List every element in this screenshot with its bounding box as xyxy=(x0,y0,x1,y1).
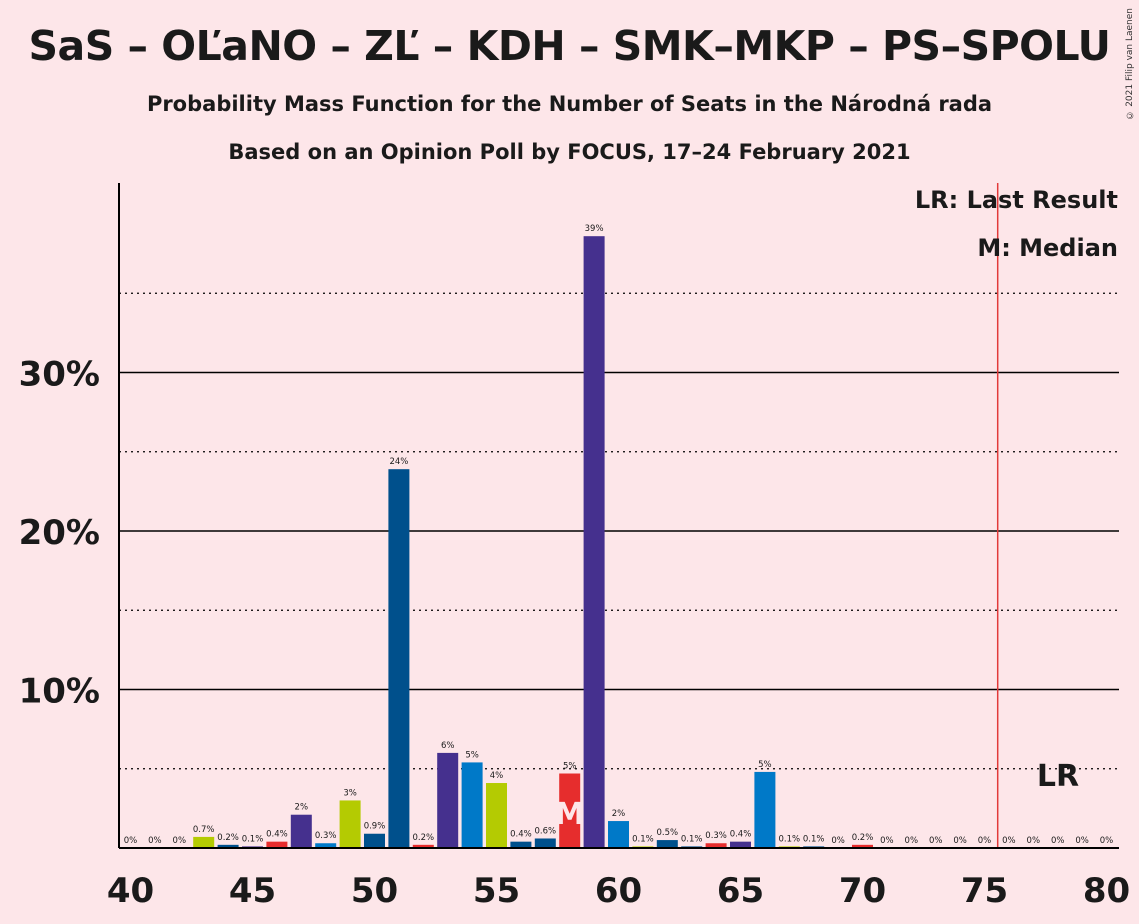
bar xyxy=(339,800,361,848)
bar-value-label: 0.4% xyxy=(266,830,288,840)
chart-title: SaS – OĽaNO – ZĽ – KDH – SMK–MKP – PS–SP… xyxy=(28,22,1111,70)
bar xyxy=(510,841,532,848)
bar-value-label: 0% xyxy=(831,836,845,846)
bar-value-label: 0.9% xyxy=(364,822,386,832)
bar-value-label: 2% xyxy=(612,809,626,819)
bar-value-label: 2% xyxy=(295,803,309,813)
bar-value-label: 0% xyxy=(1002,836,1016,846)
bar-value-label: 0.1% xyxy=(681,834,703,844)
bar xyxy=(583,236,605,848)
bar xyxy=(437,752,459,848)
bar-value-label: 0% xyxy=(1051,836,1065,846)
bar-value-label: 0.4% xyxy=(510,830,532,840)
bar-value-label: 24% xyxy=(389,457,408,467)
bar-value-label: 0.4% xyxy=(730,830,752,840)
bar-value-label: 0% xyxy=(880,836,894,846)
x-tick-label: 65 xyxy=(717,871,764,911)
bar-value-label: 0.5% xyxy=(656,828,678,838)
bar-value-label: 0% xyxy=(1100,836,1114,846)
bar xyxy=(266,841,288,848)
y-tick-label: 20% xyxy=(19,513,100,553)
bar xyxy=(290,814,312,848)
bar-value-label: 0.3% xyxy=(705,831,727,841)
bar xyxy=(315,843,337,848)
x-tick-label: 45 xyxy=(229,871,276,911)
bar-value-label: 0.1% xyxy=(632,834,654,844)
bar-value-label: 0.2% xyxy=(412,833,434,843)
chart-subtitle-poll: Based on an Opinion Poll by FOCUS, 17–24… xyxy=(228,140,911,164)
bar-value-label: 0.7% xyxy=(193,825,215,835)
bar-value-label: 0% xyxy=(148,836,162,846)
y-tick-label: 30% xyxy=(19,355,100,395)
bar xyxy=(730,841,751,848)
bar-value-label: 3% xyxy=(343,788,357,798)
bar xyxy=(852,844,873,848)
bar-value-label: 0% xyxy=(173,836,187,846)
bar-value-label: 0.6% xyxy=(534,826,556,836)
median-marker: M xyxy=(555,797,585,832)
x-tick-label: 60 xyxy=(595,871,642,911)
bar xyxy=(534,838,556,848)
bar-value-label: 0% xyxy=(905,836,919,846)
bar xyxy=(705,843,727,848)
bar xyxy=(559,773,581,848)
bar-value-label: 5% xyxy=(563,762,577,772)
bar xyxy=(217,844,239,848)
x-tick-label: 40 xyxy=(107,871,154,911)
bar-value-label: 5% xyxy=(758,760,772,770)
bar-value-label: 0% xyxy=(953,836,967,846)
x-tick-label: 70 xyxy=(839,871,886,911)
bar xyxy=(656,840,678,848)
bar-value-label: 0.1% xyxy=(778,834,800,844)
x-tick-label: 75 xyxy=(961,871,1008,911)
bar-value-label: 0.3% xyxy=(315,831,337,841)
bar xyxy=(608,821,629,848)
bar-value-label: 0.1% xyxy=(242,834,264,844)
bar-value-label: 0% xyxy=(978,836,992,846)
bar xyxy=(461,762,483,848)
bar-value-label: 4% xyxy=(490,771,504,781)
y-tick-label: 10% xyxy=(19,672,100,712)
bar-value-label: 0% xyxy=(124,836,138,846)
last-result-marker: LR xyxy=(1037,759,1079,794)
legend-median: M: Median xyxy=(977,234,1118,262)
bar xyxy=(412,844,434,848)
bar xyxy=(754,771,776,848)
bar-value-label: 0.2% xyxy=(852,833,874,843)
bar-value-label: 0.2% xyxy=(217,833,239,843)
legend-last-result: LR: Last Result xyxy=(914,186,1118,214)
bar xyxy=(486,783,507,848)
bar-value-label: 0.1% xyxy=(803,834,825,844)
x-tick-label: 55 xyxy=(473,871,520,911)
bar xyxy=(193,836,215,848)
x-tick-label: 50 xyxy=(351,871,398,911)
chart-subtitle: Probability Mass Function for the Number… xyxy=(146,92,993,116)
bar-value-label: 0% xyxy=(1027,836,1041,846)
bar-value-label: 6% xyxy=(441,741,455,751)
bar-value-label: 0% xyxy=(1075,836,1089,846)
x-tick-label: 80 xyxy=(1083,871,1130,911)
bar-value-label: 39% xyxy=(585,224,604,234)
bar xyxy=(364,833,385,848)
bar-value-label: 0% xyxy=(929,836,943,846)
bar xyxy=(388,469,410,848)
bar-value-label: 5% xyxy=(465,750,479,760)
